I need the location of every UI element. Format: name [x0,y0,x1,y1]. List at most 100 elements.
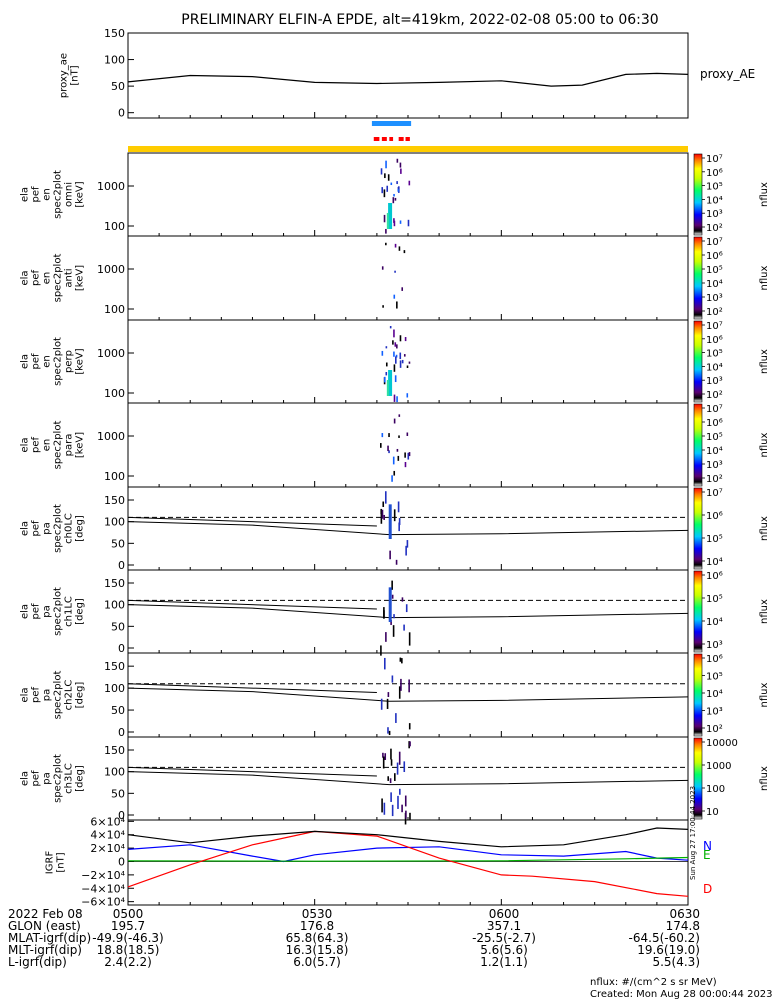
spectrogram-pixel [380,168,383,175]
pitch-angle-colorbar-tick-label: 10³ [706,707,723,718]
ephemeris-value: 5.6(5.6) [480,943,528,957]
pitch-angle-colorbar-bar [693,570,703,653]
pitch-angle-ytick-label: 0 [118,726,125,739]
spectrogram-ytick-label: 100 [104,220,125,233]
spectrogram-colorbar-label: nflux [759,349,770,374]
spectrogram-colorbar-tick-label: 10⁴ [706,279,723,290]
spectrogram-colorbar-tick-label: 10⁴ [706,195,723,206]
science-zone-red-dash [373,137,380,141]
spectrogram-pixel [381,187,384,194]
pitch-angle-pixel [401,658,403,664]
spectrogram-pixel [404,337,407,342]
spectrogram-bright-band [386,213,389,229]
pitch-angle-pixel [408,679,410,693]
pitch-angle-pixel [409,812,411,820]
units-note: nflux: #/(cm^2 s sr MeV) [590,977,717,988]
science-zone-bars [128,121,688,152]
spectrogram-pixel [396,181,398,185]
pitch-angle-colorbar-label: nflux [759,682,770,707]
spectrogram-frame [127,235,689,321]
pitch-angle-pixel [390,792,392,802]
pitch-angle-frame [127,736,689,821]
spectrogram-perp-panel: 1000 100 elapefenspec2plotperp[keV] 10⁷ 10⁶ 1… [20,319,770,404]
coverage-yellow-bar [128,146,688,152]
pitch-angle-pixel [380,645,382,656]
spectrogram-bright-band [388,203,393,229]
pitch-angle-ytick-label: 0 [118,809,125,822]
spectrogram-bright-band [388,370,393,396]
loss-cone-line [127,683,377,693]
ephemeris-row-label: 2022 Feb 08 [8,907,83,921]
pitch-angle-pixel [383,802,386,815]
pitch-angle-pixel [395,713,397,723]
pitch-angle-pixel [399,788,401,795]
spectrogram-pixel [393,364,396,372]
spectrogram-colorbar-tick-label: 10² [706,390,723,401]
spectrogram-ytick-label: 1000 [97,347,125,360]
pitch-angle-ytick-label: 0 [118,559,125,572]
loss-cone-line [127,521,689,536]
pitch-angle-pixel [406,540,409,548]
pitch-angle-pixel [392,625,395,637]
pitch-angle-pixel [382,752,384,758]
pitch-angle-colorbar-label: nflux [759,516,770,541]
spectrogram-pixel [386,185,389,192]
spectrogram-pixel [408,361,411,364]
spectrogram-pixel [390,182,393,186]
spectrogram-pixel [388,433,390,438]
pitch-angle-frame [127,569,689,654]
pitch-angle-ytick-label: 100 [104,599,125,612]
pitch-angle-ytick-label: 100 [104,682,125,695]
pitch-angle-pixel [381,509,384,519]
pitch-angle-pixel [405,810,407,819]
pitch-angle-colorbar-label: nflux [759,766,770,791]
ephemeris-value: 0530 [302,907,333,921]
spectrogram-pixel [393,470,396,476]
spectrogram-pixel [393,294,396,299]
spectrogram-pixel [408,452,411,457]
spectrogram-pixel [385,346,388,349]
loss-cone-line [127,599,377,610]
proxy-ae-panel: 150 100 50 0 proxy_ae[nT] proxy_AE [59,27,756,120]
spectrogram-pixel [396,158,399,163]
spectrogram-pixel [385,362,388,367]
pitch-angle-pixel [386,698,389,709]
spectrogram-colorbar-bar [693,403,703,487]
pitch-angle-pixel [383,607,385,619]
spectrogram-pixel [385,242,387,246]
ephemeris-value: -25.5(-2.7) [472,931,536,945]
proxy-ae-line [127,72,689,87]
spectrogram-pixel [393,218,395,223]
proxy-ae-ytick-label: 50 [111,80,125,93]
spectrogram-pixel [399,220,402,224]
pitch-angle-pixel [384,753,387,760]
spectrogram-ylabel: elapefenspec2plotperp[keV] [20,337,86,386]
loss-cone-line [127,604,689,619]
pitch-angle-pixel [394,773,396,781]
pitch-angle-pixel [404,795,407,807]
pitch-angle-pixel [391,580,393,590]
pitch-angle-colorbar-tick-label: 1000 [706,761,731,772]
spectrogram-pixel [383,214,386,223]
proxy-ae-ytick-label: 0 [118,107,125,120]
loss-cone-line [127,771,689,786]
ephemeris-value: 6.0(5.7) [293,955,341,969]
spectrogram-colorbar-tick-label: 10³ [706,376,723,387]
pitch-angle-pixel [391,804,394,817]
ephemeris-row-label: L-igrf(dip) [8,955,67,969]
spectrogram-pixel [387,174,390,181]
spectrogram-pixel [394,243,397,248]
spectrogram-pixel [384,376,386,383]
spectrogram-colorbar-tick-label: 10⁷ [706,237,723,248]
spectrogram-pixel [385,228,387,234]
pitch-angle-pixel [387,776,390,781]
ephemeris-row-label: GLON (east) [8,919,81,933]
spectrogram-colorbar-tick-label: 10³ [706,293,723,304]
spectrogram-colorbar-label: nflux [759,265,770,290]
spectrogram-bright-band [386,380,389,396]
pitch-angle-ylabel: elapefpaspec2plotch0LC[deg] [20,504,86,553]
pitch-angle-pixel [399,657,402,662]
spectrogram-pixel [398,246,401,251]
timestamp-stamp: Sun Aug 27 17:00:44 2023 [689,786,697,880]
spectrogram-colorbar-tick-label: 10⁷ [706,321,723,332]
